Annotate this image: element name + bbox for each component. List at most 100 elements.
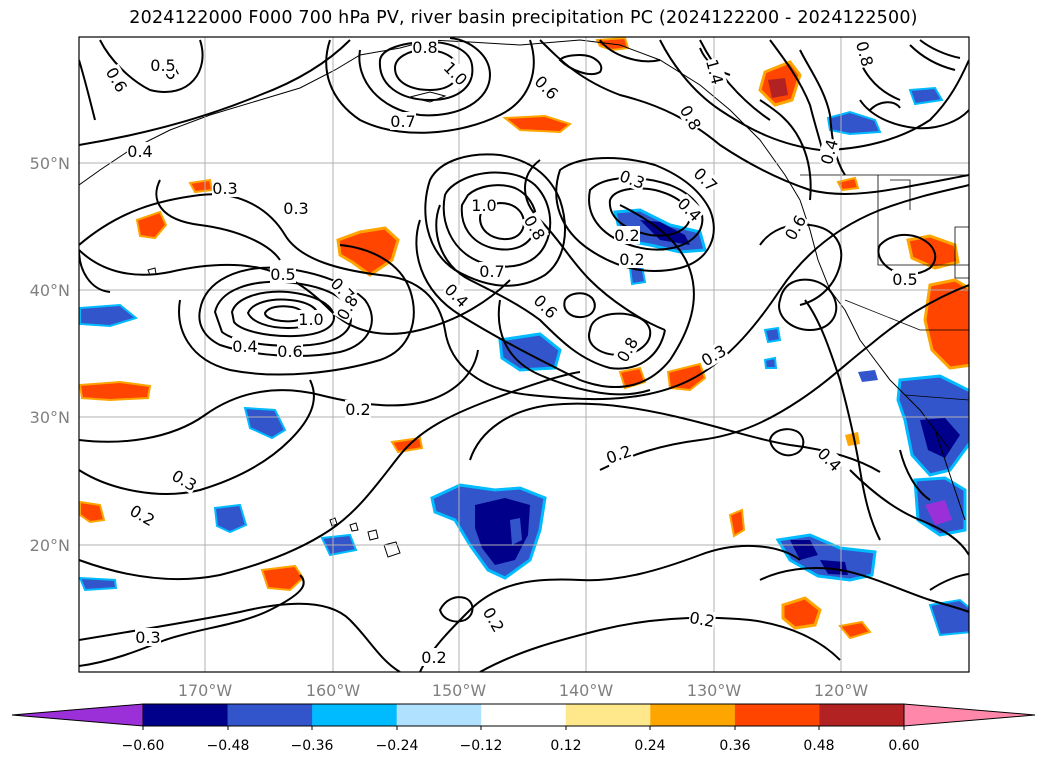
contour-label-bg (603, 441, 634, 467)
contour-label-bg (102, 63, 132, 96)
gridlines (79, 37, 969, 672)
lat-label: 50°N (30, 154, 70, 173)
map-frame (78, 36, 970, 673)
contour-label-bg (127, 142, 153, 160)
lon-label: 150°W (432, 681, 487, 700)
contour-label-bg (135, 628, 161, 646)
contour-label-bg (479, 603, 509, 636)
contour-label-bg (479, 262, 505, 280)
lat-label: 20°N (30, 536, 70, 555)
colorbar-tick-label: −0.48 (207, 738, 250, 754)
contour-label: 0.2 (619, 250, 644, 269)
contour-label-bg (270, 265, 296, 283)
colorbar (11, 703, 1036, 727)
contour-label-bg (421, 648, 447, 666)
contour-label: 0.3 (212, 179, 237, 198)
contour-label-bg (780, 211, 810, 244)
contour-label: 0.2 (614, 226, 639, 245)
contour-label: 0.2 (688, 608, 716, 631)
contour-label: 0.7 (390, 112, 415, 131)
colorbar-tick-label: 0.48 (803, 738, 834, 754)
colorbar-bin (227, 704, 313, 726)
colorbar-bin (734, 704, 820, 726)
contour-label-bg (345, 400, 371, 418)
colorbar-extend-max (903, 703, 1036, 727)
latitude-labels: 50°N 40°N 30°N 20°N (30, 154, 70, 555)
colorbar-extend-min (11, 703, 144, 727)
colorbar-bin (143, 704, 229, 726)
colorbar-tick-label: 0.36 (719, 738, 750, 754)
contour-label-bg (702, 56, 728, 87)
political-borders (800, 174, 969, 401)
contour-label-bg (614, 226, 640, 244)
contour-label: 0.5 (270, 265, 295, 284)
contour-label-bg (150, 56, 176, 74)
precipitation-shading (79, 37, 969, 640)
contour-label-bg (612, 333, 642, 366)
lon-label: 120°W (814, 681, 869, 700)
colorbar-bin (396, 704, 482, 726)
colorbar-ticks: −0.60 −0.48 −0.36 −0.24 −0.12 0.12 0.24 0.36 0.4… (122, 726, 920, 754)
contour-label: 0.3 (135, 628, 160, 647)
lat-label: 40°N (30, 281, 70, 300)
contour-label-bg (814, 443, 846, 475)
contour-label: 0.8 (412, 38, 437, 57)
contour-label-bg (619, 250, 645, 268)
contour-label-bg (232, 337, 258, 355)
lon-label: 160°W (306, 681, 361, 700)
contour-label-bg (212, 179, 238, 197)
lon-label: 140°W (559, 681, 614, 700)
contour-label-bg (617, 166, 648, 192)
contour-label-bg (471, 196, 497, 214)
colorbar-tick-label: −0.24 (376, 738, 419, 754)
contour-label: 0.6 (277, 342, 302, 361)
lon-label: 130°W (687, 681, 742, 700)
contour-label-bg (390, 112, 416, 130)
contour-label: 1.0 (471, 196, 496, 215)
contour-label: 0.2 (421, 648, 446, 667)
colorbar-tick-label: 0.12 (550, 738, 581, 754)
colorbar-tick-label: −0.36 (291, 738, 334, 754)
colorbar-bin (565, 704, 651, 726)
colorbar-bin (650, 704, 736, 726)
longitude-labels: 170°W 160°W 150°W 140°W 130°W 120°W (178, 681, 869, 700)
contour-label-bg (332, 291, 362, 324)
contour-label-bg (283, 199, 309, 217)
contour-label-bg (690, 163, 722, 195)
contour-label-bg (852, 38, 878, 69)
contour-label: 0.7 (479, 262, 504, 281)
contour-label-bg (674, 193, 706, 225)
contour-label-bg (441, 279, 473, 311)
contour-label-bg (892, 270, 918, 288)
colorbar-tick-label: 0.24 (634, 738, 665, 754)
colorbar-tick-label: −0.60 (122, 738, 165, 754)
lon-label: 170°W (178, 681, 233, 700)
contour-label-bg (126, 500, 159, 530)
contour-label-bg (816, 136, 842, 167)
contour-label-bg (697, 340, 730, 370)
contour-label: 0.3 (283, 199, 308, 218)
contour-label-bg (531, 71, 563, 103)
colorbar-bin (819, 704, 905, 726)
contour-label-bg (676, 101, 706, 134)
colorbar-tick-label: 0.60 (888, 738, 919, 754)
contour-label-bg (440, 57, 472, 89)
colorbar-bin (481, 704, 567, 726)
map-title: 2024122000 F000 700 hPa PV, river basin … (129, 8, 918, 28)
contour-label-bg (298, 310, 324, 328)
contour-label-bg (687, 607, 717, 631)
contour-label-bg (277, 342, 303, 360)
contour-label: 0.5 (892, 270, 917, 289)
contour-label: 0.4 (232, 337, 257, 356)
contour-label: 0.5 (150, 56, 175, 75)
contour-label-bg (168, 465, 201, 495)
colorbar-bin (312, 704, 398, 726)
contour-label-bg (520, 211, 550, 244)
contour-labels: 0.60.50.40.81.00.70.61.40.80.60.30.31.00… (102, 38, 918, 667)
pv-contours (79, 37, 969, 672)
contour-label: 1.0 (298, 310, 323, 329)
contour-label-bg (530, 290, 562, 322)
contour-label-bg (412, 38, 438, 56)
lat-label: 30°N (30, 408, 70, 427)
contour-label: 0.4 (127, 142, 152, 161)
